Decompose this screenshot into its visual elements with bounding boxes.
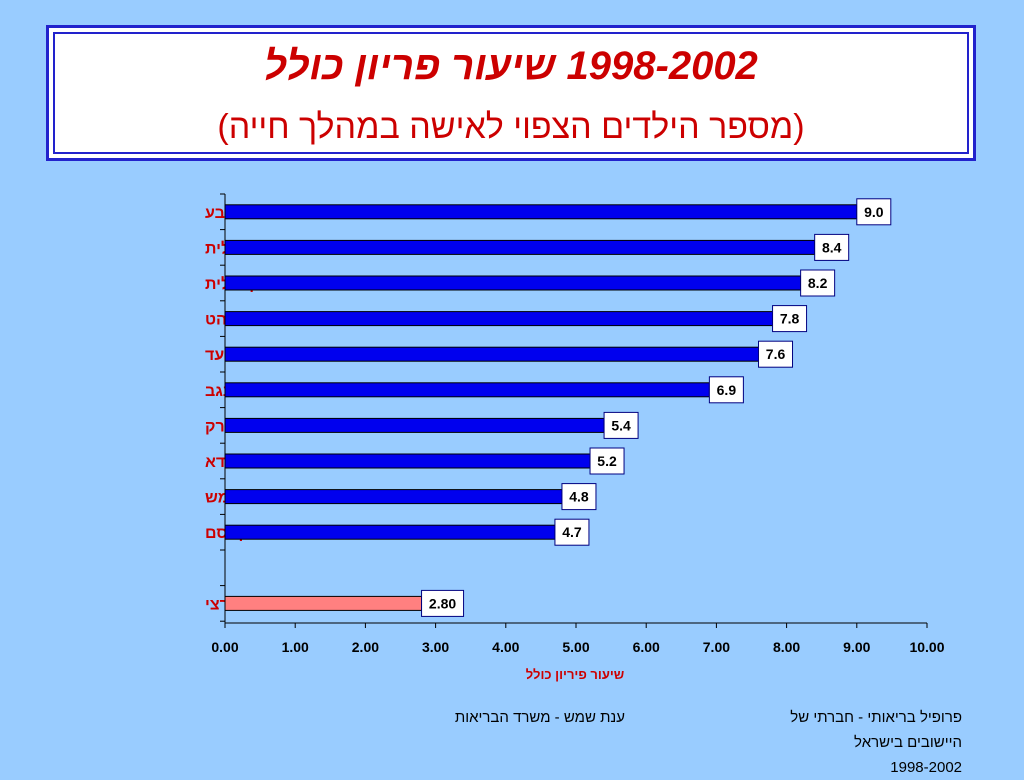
data-label-box (814, 233, 850, 261)
data-label: 5.4 (611, 417, 631, 433)
footer-author: ענת שמש - משרד הבריאות (454, 709, 625, 726)
data-label: 6.9 (717, 382, 737, 398)
bar (224, 382, 710, 398)
x-tick-label: 7.00 (703, 639, 730, 655)
x-tick-label: 0.00 (211, 639, 238, 655)
data-label: 8.4 (822, 239, 842, 255)
average-bar (224, 595, 423, 611)
data-label-box (708, 376, 744, 404)
title-box: 1998-2002 שיעור פריון כולל (מספר הילדים … (46, 25, 976, 161)
footer-source-line2: היישובים בישראל (854, 734, 962, 751)
x-tick-label: 9.00 (843, 639, 870, 655)
data-label-box (772, 305, 808, 333)
bar (224, 239, 816, 255)
x-tick-label: 10.00 (909, 639, 944, 655)
data-label-box (589, 447, 625, 475)
bar-chart: 0.00 1.00 2.00 3.00 4.00 5.00 6.00 7.00 8.00 9.00… (205, 193, 945, 682)
data-label-box (856, 198, 892, 226)
data-label-box (561, 483, 597, 511)
data-label-box (421, 589, 465, 617)
footer-source-line1: פרופיל בריאותי - חברתי של (790, 709, 962, 726)
x-tick-label: 2.00 (352, 639, 379, 655)
bar (224, 417, 605, 433)
x-tick-label: 1.00 (282, 639, 309, 655)
bar (224, 204, 858, 220)
data-label-box (603, 411, 639, 439)
x-axis-label: שיעור פיריון כולל (526, 667, 625, 682)
data-label-box (800, 269, 836, 297)
bar (224, 489, 563, 505)
data-label-box (758, 340, 794, 368)
data-label: 2.80 (429, 595, 456, 611)
data-label: 4.7 (562, 524, 582, 540)
x-tick-label: 4.00 (492, 639, 519, 655)
footer-source: פרופיל בריאותי - חברתי של היישובים בישרא… (700, 705, 962, 780)
page-subtitle: (מספר הילדים הצפוי לאישה במהלך חייה) (217, 108, 805, 146)
x-tick-label: 5.00 (562, 639, 589, 655)
x-tick-label: 6.00 (633, 639, 660, 655)
x-tick-label: 3.00 (422, 639, 449, 655)
data-label: 8.2 (808, 275, 828, 291)
page-title: 1998-2002 שיעור פריון כולל (264, 44, 758, 88)
bar (224, 346, 760, 362)
data-label: 5.2 (597, 453, 617, 469)
data-label: 9.0 (864, 204, 884, 220)
data-label: 4.8 (569, 489, 589, 505)
data-label: 7.8 (780, 311, 800, 327)
bar (224, 453, 591, 469)
x-tick-label: 8.00 (773, 639, 800, 655)
data-label-box (554, 518, 590, 546)
bar (224, 275, 802, 291)
data-label: 7.6 (766, 346, 786, 362)
bar (224, 311, 774, 327)
bar (224, 524, 556, 540)
